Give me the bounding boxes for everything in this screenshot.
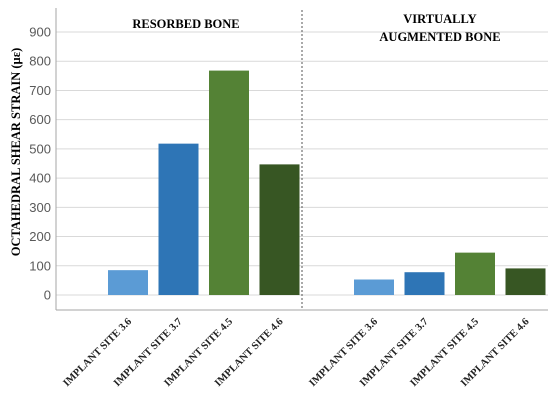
bar (209, 70, 249, 296)
bar (354, 279, 394, 295)
group-label: VIRTUALLY (403, 12, 476, 26)
y-tick-label: 500 (29, 141, 51, 156)
y-tick-label: 800 (29, 54, 51, 69)
y-axis-title: OCTAHEDRAL SHEAR STRAIN (µε) (9, 48, 23, 257)
bars (108, 70, 546, 296)
bar (259, 164, 300, 295)
y-tick-label: 100 (29, 258, 51, 273)
axes (55, 8, 548, 311)
group-label: AUGMENTED BONE (379, 30, 500, 44)
y-tick-label: 0 (44, 288, 51, 303)
y-tick-label: 600 (29, 112, 51, 127)
bar (158, 143, 199, 295)
bar (455, 252, 495, 295)
y-tick-label: 300 (29, 200, 51, 215)
y-tick-label: 200 (29, 229, 51, 244)
bar (505, 268, 546, 295)
y-tick-label: 400 (29, 171, 51, 186)
group-label: RESORBED BONE (132, 17, 239, 31)
y-tick-label: 700 (29, 83, 51, 98)
bar (404, 272, 445, 295)
bar (108, 270, 148, 295)
y-tick-label: 900 (29, 25, 51, 40)
